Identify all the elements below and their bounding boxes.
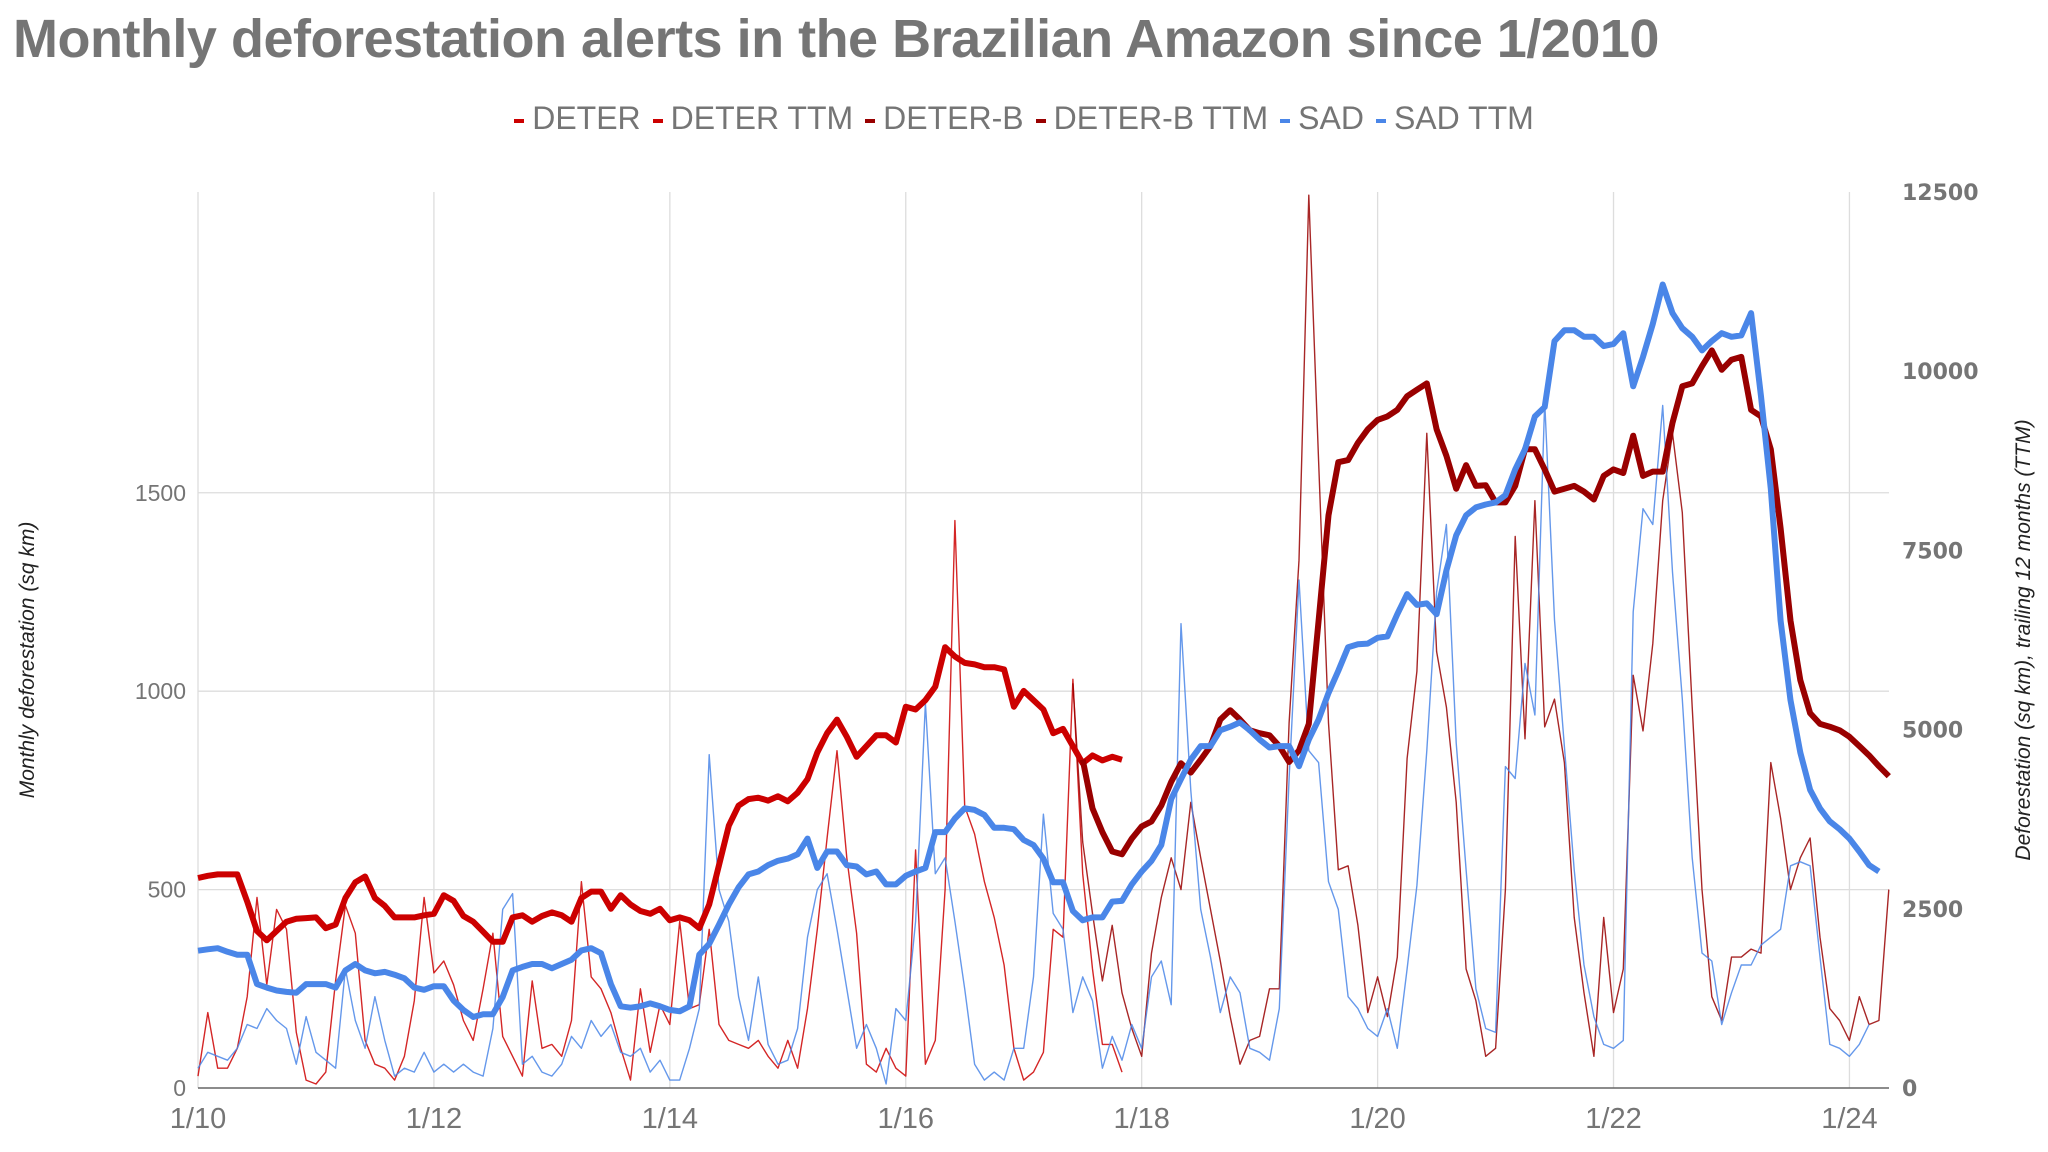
x-tick-label: 1/14 — [642, 1103, 698, 1135]
left-axis-title: Monthly deforestation (sq km) — [16, 522, 39, 799]
left-tick-label: 500 — [148, 877, 186, 903]
legend-label: SAD TTM — [1393, 100, 1534, 136]
x-tick-label: 1/16 — [878, 1103, 934, 1135]
chart-title: Monthly deforestation alerts in the Braz… — [13, 9, 1659, 69]
right-tick-label: 7500 — [1902, 539, 1963, 564]
series-line — [1072, 194, 1890, 1065]
right-tick-label: 0 — [1902, 1077, 1917, 1102]
series-line — [197, 519, 1123, 1085]
left-tick-label: 1500 — [135, 480, 186, 506]
x-tick-label: 1/10 — [170, 1103, 226, 1135]
series-deter-ttm — [197, 644, 1123, 945]
series-deter-b — [1072, 194, 1890, 1065]
legend-item[interactable]: DETER-B — [865, 100, 1024, 137]
legend-item[interactable]: DETER — [514, 100, 641, 137]
legend-marker-icon — [1280, 118, 1291, 123]
legend-label: DETER-B TTM — [1053, 100, 1269, 136]
x-tick-label: 1/12 — [406, 1103, 462, 1135]
legend-label: SAD — [1298, 100, 1364, 136]
legend-item[interactable]: SAD — [1280, 100, 1364, 137]
series-line — [197, 400, 1870, 1085]
left-tick-label: 1000 — [135, 678, 186, 704]
right-tick-label: 10000 — [1902, 360, 1979, 385]
legend-marker-icon — [652, 118, 663, 123]
right-tick-label: 12500 — [1902, 181, 1979, 206]
series-line — [1079, 347, 1891, 858]
x-tick-label: 1/22 — [1585, 1103, 1641, 1135]
legend-marker-icon — [1375, 118, 1386, 123]
legend-marker-icon — [514, 118, 525, 123]
legend-item[interactable]: DETER-B TTM — [1035, 100, 1269, 137]
legend-label: DETER — [532, 100, 641, 136]
x-tick-label: 1/18 — [1113, 1103, 1169, 1135]
series-sad-ttm — [197, 281, 1881, 1020]
x-tick-label: 1/20 — [1349, 1103, 1405, 1135]
series-deter-b-ttm — [1079, 347, 1891, 858]
series-line — [197, 281, 1881, 1020]
legend-marker-icon — [1035, 118, 1046, 123]
legend-label: DETER TTM — [670, 100, 854, 136]
series-sad — [197, 400, 1870, 1085]
legend-item[interactable]: SAD TTM — [1375, 100, 1534, 137]
legend: DETER DETER TTM DETER-B DETER-B TTM SAD SAD T… — [0, 100, 2048, 137]
series-deter — [197, 519, 1123, 1085]
left-tick-label: 0 — [173, 1075, 186, 1101]
legend-item[interactable]: DETER TTM — [652, 100, 854, 137]
legend-marker-icon — [865, 118, 876, 123]
x-tick-label: 1/24 — [1821, 1103, 1877, 1135]
right-axis-title: Deforestation (sq km), trailing 12 month… — [2012, 419, 2035, 860]
legend-label: DETER-B — [883, 100, 1024, 136]
right-tick-label: 2500 — [1902, 898, 1963, 923]
right-tick-label: 5000 — [1902, 719, 1963, 744]
